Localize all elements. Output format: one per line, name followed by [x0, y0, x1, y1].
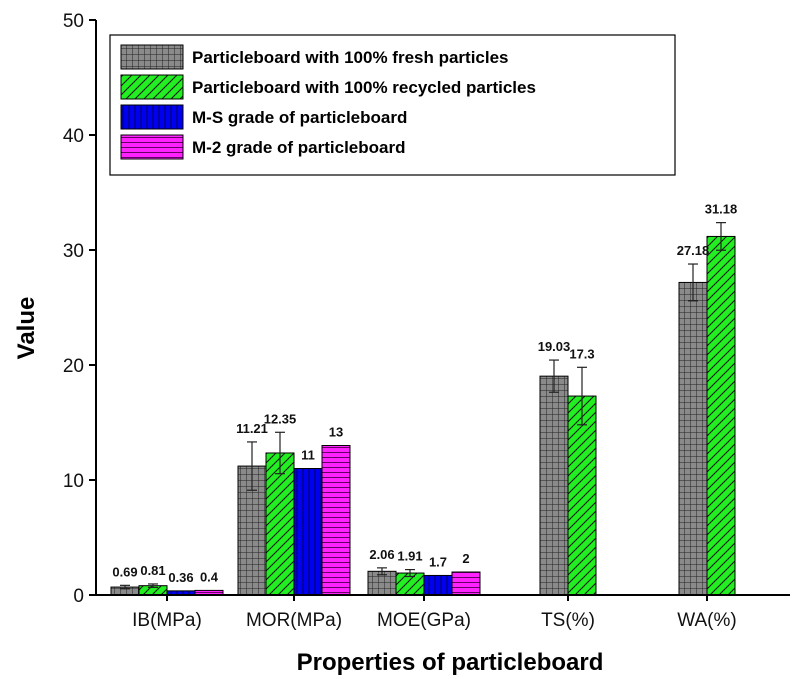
y-tick-label: 30 — [63, 241, 84, 262]
y-tick-label: 0 — [73, 586, 84, 607]
axes-group — [95, 20, 790, 596]
data-label: 19.03 — [538, 339, 571, 354]
bar — [451, 571, 481, 596]
data-label: 11.21 — [236, 421, 268, 436]
y-tick-label: 50 — [63, 11, 84, 32]
bar — [706, 235, 736, 596]
legend-label: M-S grade of particleboard — [192, 108, 407, 127]
data-label: 1.7 — [429, 554, 447, 569]
data-label: 2.06 — [369, 547, 394, 562]
data-label: 0.69 — [112, 564, 137, 579]
x-tick-label: IB(MPa) — [132, 610, 202, 631]
legend-label: M-2 grade of particleboard — [192, 138, 405, 157]
data-label: 12.35 — [264, 411, 297, 426]
data-label: 27.18 — [677, 243, 710, 258]
data-label: 11 — [301, 448, 315, 463]
x-tick-label: TS(%) — [541, 610, 595, 631]
bar — [567, 395, 597, 596]
bar — [539, 375, 569, 596]
legend-swatch — [120, 44, 184, 70]
data-label: 2 — [462, 551, 469, 566]
legend-label: Particleboard with 100% fresh particles — [192, 48, 509, 67]
x-axis-title: Properties of particleboard — [297, 649, 604, 676]
legend-swatch — [120, 104, 184, 130]
bar — [678, 281, 708, 596]
data-label: 13 — [329, 425, 343, 440]
data-label: 0.36 — [168, 570, 193, 585]
x-tick-label: MOE(GPa) — [377, 610, 471, 631]
error-bars-group — [120, 222, 726, 590]
y-tick-label: 20 — [63, 356, 84, 377]
data-label: 0.4 — [200, 569, 219, 584]
legend: Particleboard with 100% fresh particles P… — [109, 34, 676, 176]
bar — [265, 452, 295, 596]
y-axis-title: Value — [13, 297, 40, 360]
bar — [321, 445, 351, 596]
bars-group — [110, 235, 736, 596]
legend-box — [109, 34, 676, 176]
bar — [423, 574, 453, 596]
data-label: 1.91 — [397, 549, 422, 564]
data-label: 0.81 — [140, 563, 165, 578]
y-ticks-group: 0 10 20 30 40 50 — [63, 11, 96, 607]
legend-label: Particleboard with 100% recycled particl… — [192, 78, 536, 97]
bar — [293, 468, 323, 596]
legend-swatch — [120, 74, 184, 100]
x-ticks-group: IB(MPa) MOR(MPa) MOE(GPa) TS(%) WA(%) — [132, 595, 737, 631]
x-tick-label: WA(%) — [677, 610, 736, 631]
y-tick-label: 40 — [63, 126, 84, 147]
data-label: 31.18 — [705, 202, 738, 217]
y-tick-label: 10 — [63, 471, 84, 492]
legend-swatch — [120, 134, 184, 160]
x-tick-label: MOR(MPa) — [246, 610, 342, 631]
data-label: 17.3 — [569, 346, 594, 361]
